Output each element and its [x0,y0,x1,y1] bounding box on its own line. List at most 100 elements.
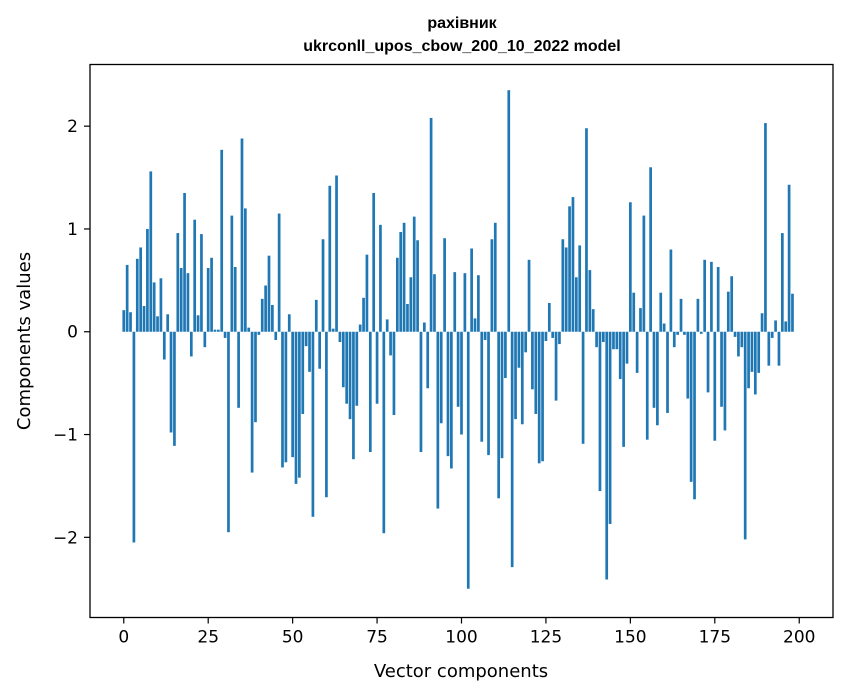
bar-70 [358,324,362,332]
bar-190 [764,123,767,332]
bar-71 [362,297,365,332]
bar-195 [780,233,784,332]
bar-15 [173,331,176,446]
bar-124 [541,331,544,462]
x-tick-label: 125 [530,628,562,648]
bar-197 [787,184,791,332]
y-axis-ticks: −2 −1 0 1 2 [53,117,90,548]
bar-137 [585,128,588,332]
bar-153 [639,308,642,332]
x-tick-label: 100 [445,628,477,648]
bar-24 [203,331,207,348]
bar-104 [473,318,477,332]
bar-105 [477,275,480,332]
bar-162 [669,249,673,332]
bar-30 [223,331,227,338]
bar-17 [179,268,183,332]
bar-116 [514,331,517,420]
bar-160 [662,323,666,332]
bar-39 [254,331,257,423]
bar-151 [632,292,636,332]
bar-97 [450,331,453,469]
bar-82 [399,232,403,332]
bar-102 [466,331,470,589]
bar-3 [132,331,136,543]
bar-13 [166,314,170,332]
bar-59 [321,239,325,332]
bar-88 [419,331,423,453]
bar-36 [244,208,247,332]
bar-86 [412,216,416,332]
x-tick-label: 0 [118,628,129,648]
bar-47 [281,331,284,468]
bar-140 [595,331,598,348]
bar-126 [547,302,551,332]
bar-185 [747,331,750,389]
bar-155 [645,331,649,440]
bar-145 [612,331,615,350]
bar-183 [740,331,744,348]
bar-130 [561,239,565,332]
bar-63 [335,175,338,332]
bar-196 [784,321,788,332]
bar-148 [622,331,625,447]
x-tick-label: 25 [197,628,219,648]
bar-166 [683,331,686,335]
bar-44 [271,305,274,332]
y-tick-label: −2 [53,528,78,548]
bar-119 [524,331,528,353]
bar-58 [318,331,321,369]
bar-80 [392,331,396,416]
bar-68 [352,331,355,460]
bar-10 [156,316,159,332]
bar-136 [581,331,585,444]
bar-41 [260,298,264,332]
bar-65 [341,331,345,388]
bar-186 [750,331,754,372]
bar-157 [652,331,656,408]
bar-83 [402,222,406,332]
bar-191 [767,331,771,366]
bar-56 [311,331,315,517]
bar-96 [446,331,450,457]
bar-131 [564,247,568,332]
bar-64 [338,331,342,343]
bar-91 [429,117,433,332]
bar-114 [507,90,511,332]
bar-11 [159,278,163,332]
bar-193 [774,320,777,332]
bar-117 [517,331,521,368]
bar-184 [743,331,747,540]
bar-152 [635,331,639,373]
bar-32 [230,215,234,332]
bar-135 [578,245,582,332]
bar-74 [372,192,376,332]
bar-181 [733,331,737,337]
bar-161 [666,331,669,413]
bar-159 [659,292,663,332]
bar-40 [257,331,261,335]
bar-111 [497,331,500,499]
bar-194 [777,331,781,366]
bar-121 [531,331,534,390]
bar-72 [365,254,369,332]
bar-37 [247,327,251,332]
x-tick-label: 200 [783,628,815,648]
bar-19 [186,273,190,332]
bar-57 [314,299,318,332]
bar-182 [737,331,740,357]
bar-127 [551,331,555,338]
bar-120 [527,259,531,332]
bar-125 [544,331,548,341]
bar-76 [379,224,382,332]
bar-84 [406,304,409,332]
bar-93 [436,331,440,509]
y-tick-label: 0 [67,323,78,343]
bar-46 [277,213,281,332]
x-axis-label: Vector components [374,661,548,682]
bar-115 [510,331,514,568]
bar-87 [416,240,419,332]
bar-77 [382,331,386,534]
bar-53 [301,331,305,414]
